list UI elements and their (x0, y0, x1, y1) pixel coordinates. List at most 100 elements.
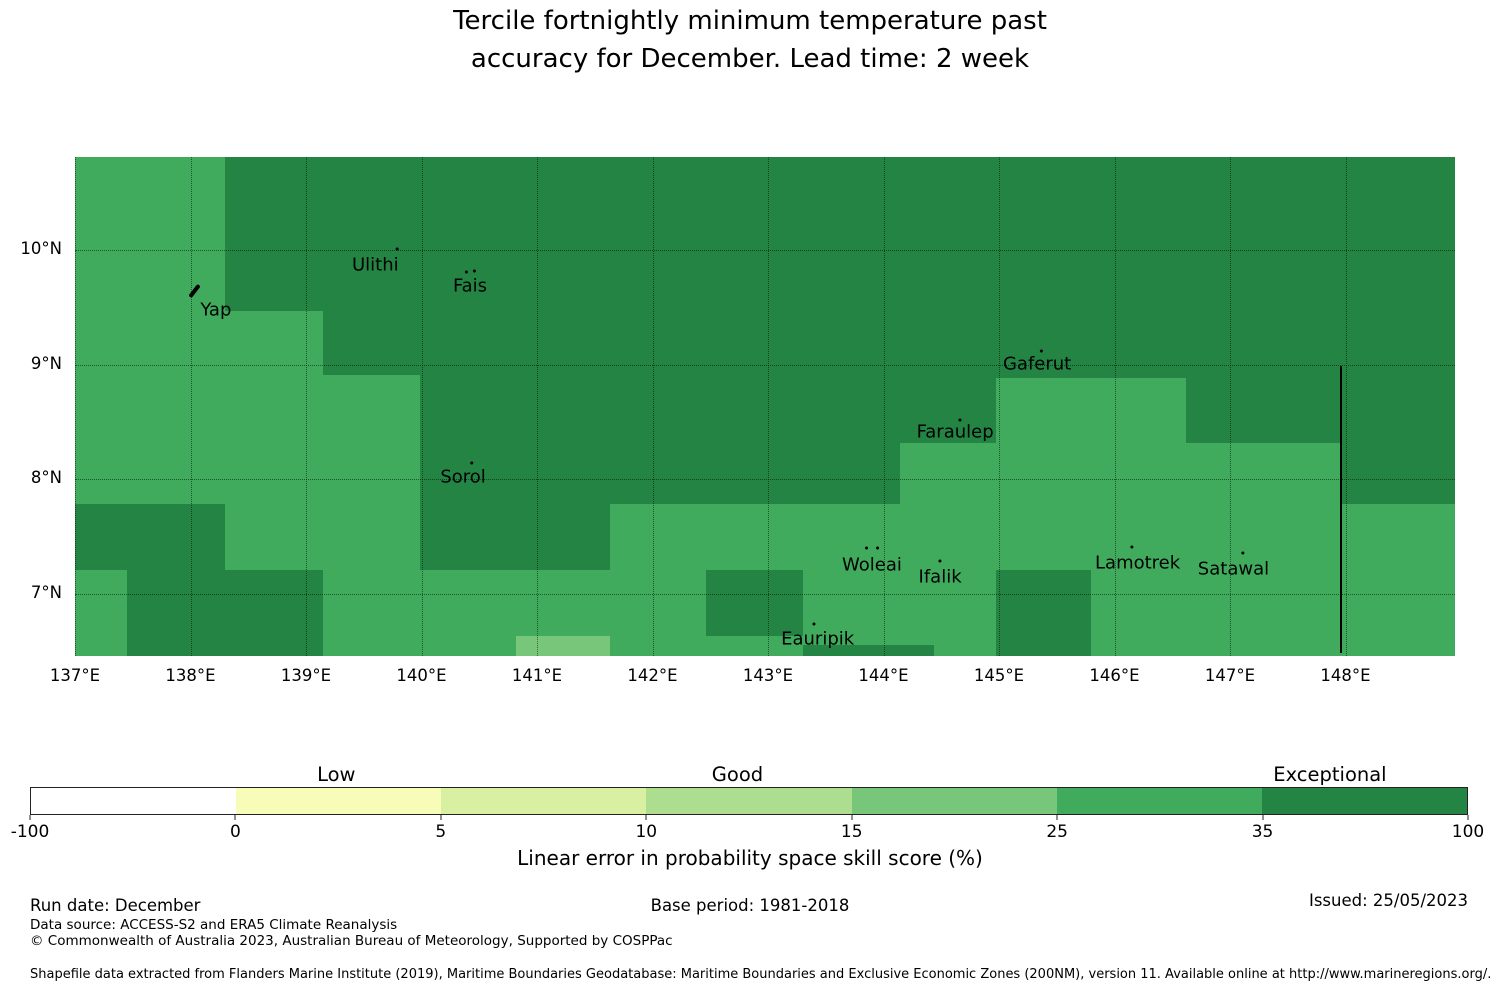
y-tick-label: 10°N (20, 239, 62, 259)
island-label: Woleai (842, 554, 902, 576)
island-label: Fais (452, 275, 488, 297)
map-region-band-35-100 (995, 569, 1092, 656)
colorbar-segment (646, 788, 852, 814)
map-plot-area: Ulithi Fais Yap Gaferut Faraulep Sorol Woleai I… (75, 157, 1455, 656)
x-tick-label: 139°E (280, 666, 332, 685)
x-tick-label: 137°E (49, 666, 101, 685)
colorbar-tickmark (29, 815, 31, 820)
island-label: Gaferut (1002, 353, 1072, 374)
x-tick-label: 140°E (396, 666, 447, 685)
y-tick-label: 9°N (30, 353, 62, 373)
island-lamotrek: Lamotrek (1095, 545, 1181, 574)
eez-boundary-line (1339, 365, 1342, 654)
x-tick-label: 146°E (1089, 666, 1140, 685)
base-period-text: Base period: 1981-2018 (650, 896, 850, 915)
island-fais: Fais (452, 269, 488, 297)
latitude-gridline (75, 593, 1455, 595)
colorbar-tickmark (645, 815, 647, 820)
map-region-band-15-25 (516, 636, 610, 656)
map-region-band-35-100 (899, 157, 996, 443)
island-label: Lamotrek (1095, 552, 1181, 574)
issued-text: Issued: 25/05/2023 (1308, 891, 1468, 910)
colorbar-segment (236, 788, 442, 814)
shapefile-note-text: Shapefile data extracted from Flanders M… (30, 967, 1492, 982)
colorbar-tickmark (1056, 815, 1058, 820)
x-tick-label: 145°E (973, 666, 1025, 685)
longitude-gridline (1345, 157, 1347, 656)
map-region-band-35-100 (995, 157, 1187, 379)
latitude-gridline (75, 479, 1455, 481)
island-label: Ulithi (351, 254, 399, 276)
map-region-band-35-100 (225, 157, 324, 311)
map-region-band-35-100 (705, 569, 803, 637)
map-region-band-35-100 (609, 157, 900, 505)
colorbar-tick-labels: -100 0 5 10 15 25 35 100 (11, 820, 1485, 842)
island-dot-icon (473, 269, 476, 273)
longitude-gridline (768, 157, 769, 656)
island-label: Sorol (440, 466, 486, 488)
colorbar-tickmark (440, 815, 442, 820)
colorbar-axis-label: Linear error in probability space skill … (517, 846, 983, 870)
longitude-gridline (306, 157, 307, 656)
island-eauripik: Eauripik (781, 622, 854, 649)
island-dot-icon (958, 418, 962, 422)
island-yap: Yap (188, 283, 232, 321)
island-dot-icon (1241, 551, 1245, 555)
island-label: Satawal (1197, 558, 1270, 580)
colorbar-tick-label: 10 (635, 822, 658, 842)
map-region-band-35-100 (802, 645, 935, 656)
longitude-gridline (190, 157, 192, 656)
island-label: Faraulep (916, 421, 994, 443)
colorbar-tick-label: 0 (230, 822, 241, 842)
colorbar: Low Good Exceptional -100 0 5 10 15 25 35 100 (11, 762, 1485, 842)
map-region-band-35-100 (126, 569, 324, 656)
colorbar-segment (31, 788, 237, 814)
longitude-gridline (883, 157, 885, 656)
island-satawal: Satawal (1197, 551, 1270, 580)
island-dot-icon (1040, 349, 1044, 353)
colorbar-bar (30, 787, 1468, 815)
island-sorol: Sorol (440, 461, 486, 488)
colorbar-tickmark (851, 815, 853, 820)
colorbar-category-exceptional: Exceptional (1273, 763, 1387, 786)
x-tick-label: 142°E (627, 666, 678, 685)
data-source-text: Data source: ACCESS-S2 and ERA5 Climate … (30, 917, 398, 933)
island-dot-icon (864, 546, 868, 550)
map-region-band-35-100 (1340, 157, 1455, 505)
copyright-text: © Commonwealth of Australia 2023, Austra… (30, 933, 673, 949)
x-tick-label: 141°E (511, 666, 563, 685)
colorbar-tickmarks (29, 815, 1469, 820)
island-dot-icon (938, 559, 942, 563)
latitude-gridline (75, 250, 1455, 252)
island-dot-icon (395, 247, 399, 251)
colorbar-category-good: Good (711, 763, 764, 786)
colorbar-segment (851, 788, 1057, 814)
island-faraulep: Faraulep (916, 418, 994, 443)
island-label: Yap (200, 299, 232, 321)
x-tick-label: 138°E (165, 666, 216, 685)
island-gaferut: Gaferut (1002, 349, 1072, 374)
map-region-band-35-100 (323, 157, 421, 375)
island-dot-icon (1130, 545, 1134, 549)
colorbar-segment (1261, 788, 1467, 814)
x-tick-label: 147°E (1204, 666, 1256, 685)
chart-title-line1: Tercile fortnightly minimum temperature … (453, 6, 1047, 36)
run-date-text: Run date: December (30, 896, 201, 915)
colorbar-segment (1056, 788, 1262, 814)
colorbar-category-labels: Low Good Exceptional (30, 762, 1468, 786)
chart-title-line2: accuracy for December. Lead time: 2 week (470, 44, 1030, 74)
colorbar-category-low: Low (317, 763, 356, 786)
x-tick-label: 143°E (742, 666, 794, 685)
colorbar-tickmark (234, 815, 236, 820)
map-region-band-35-100 (75, 504, 226, 570)
map-region-band-35-100 (420, 157, 610, 570)
longitude-gridline (652, 157, 654, 656)
island-dot-icon (470, 461, 474, 465)
longitude-gridline (537, 157, 538, 656)
island-dot-icon (812, 622, 816, 626)
y-tick-label: 7°N (30, 582, 62, 602)
longitude-gridline (1230, 157, 1231, 656)
colorbar-tick-label: 35 (1251, 822, 1274, 842)
x-tick-label: 144°E (858, 666, 909, 685)
